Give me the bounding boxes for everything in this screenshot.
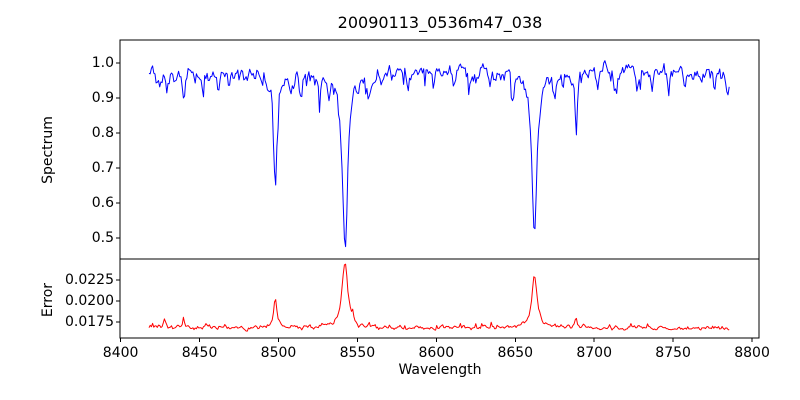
spectrum-axes-border [119,39,760,260]
error-y-tick-label: 0.0175 [65,314,114,331]
spectrum-y-tick-label: 0.6 [91,194,114,211]
chart-title: 20090113_0536m47_038 [337,13,543,32]
error-axes-border [119,258,760,339]
x-tick-label: 8600 [418,345,455,361]
x-axis-label: Wavelength [398,362,482,378]
error-y-axis-label: Error [40,282,56,318]
spectrum-y-axis-label: Spectrum [40,116,56,184]
spectrum-y-tick-label: 0.8 [91,124,114,141]
spectrum-line [148,60,730,248]
x-tick-label: 8500 [260,345,297,361]
x-tick-label: 8750 [655,345,691,361]
x-tick-label: 8800 [734,345,770,361]
spectrum-y-tick-label: 0.7 [91,159,114,176]
spectrum-y-tick-label: 1.0 [91,54,114,71]
x-tick-label: 8700 [576,345,612,361]
x-tick-label: 8400 [102,345,139,361]
error-y-tick-label: 0.0225 [65,272,114,288]
error-y-tick-label: 0.0200 [65,293,114,310]
x-tick-label: 8650 [497,345,534,361]
tick-marks [116,62,753,342]
spectrum-y-tick-label: 0.5 [91,229,114,246]
x-tick-label: 8550 [339,345,376,361]
spectrum-y-tick-label: 0.9 [91,89,114,106]
error-line [148,263,730,332]
x-tick-label: 8450 [181,345,218,361]
